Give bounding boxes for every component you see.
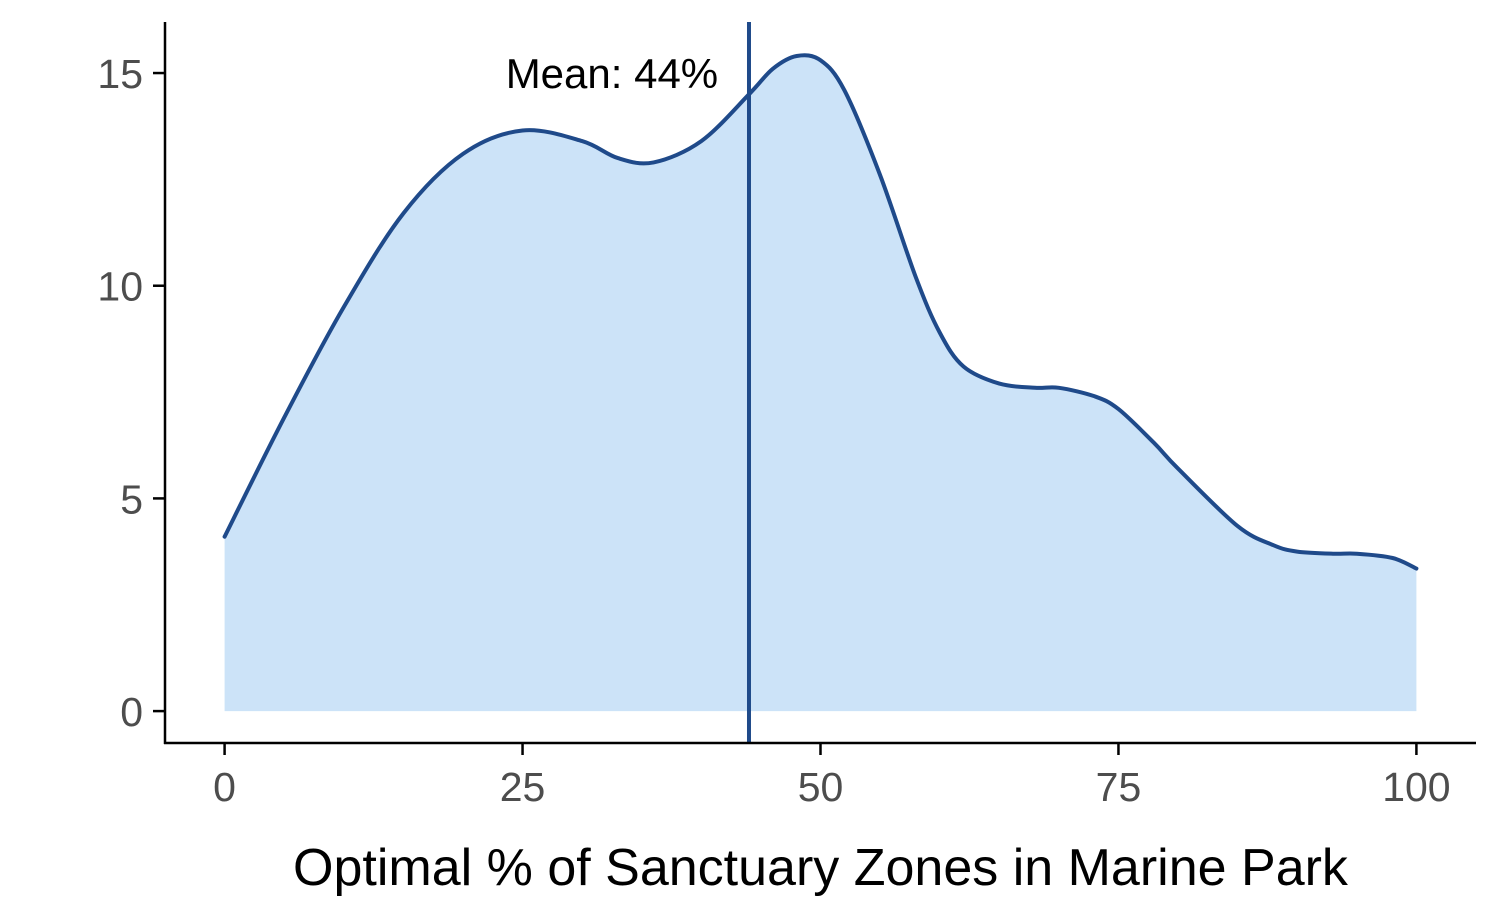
- x-tick-label: 75: [1096, 764, 1142, 810]
- axes: 0 25 50 75 100 0 5 10 15: [97, 22, 1476, 810]
- x-tick-label: 50: [798, 764, 844, 810]
- x-tick-label: 25: [500, 764, 546, 810]
- y-tick-label: 15: [97, 51, 143, 97]
- x-tick-label: 0: [213, 764, 236, 810]
- y-tick-label: 5: [120, 476, 143, 522]
- y-tick-label: 0: [120, 689, 143, 735]
- plot-area: [222, 22, 1419, 743]
- mean-annotation: Mean: 44%: [506, 50, 718, 97]
- x-tick-label: 100: [1382, 764, 1450, 810]
- x-axis-title: Optimal % of Sanctuary Zones in Marine P…: [293, 839, 1349, 897]
- y-tick-label: 10: [97, 264, 143, 310]
- density-line: [222, 53, 1419, 571]
- density-fill: [224, 55, 1417, 712]
